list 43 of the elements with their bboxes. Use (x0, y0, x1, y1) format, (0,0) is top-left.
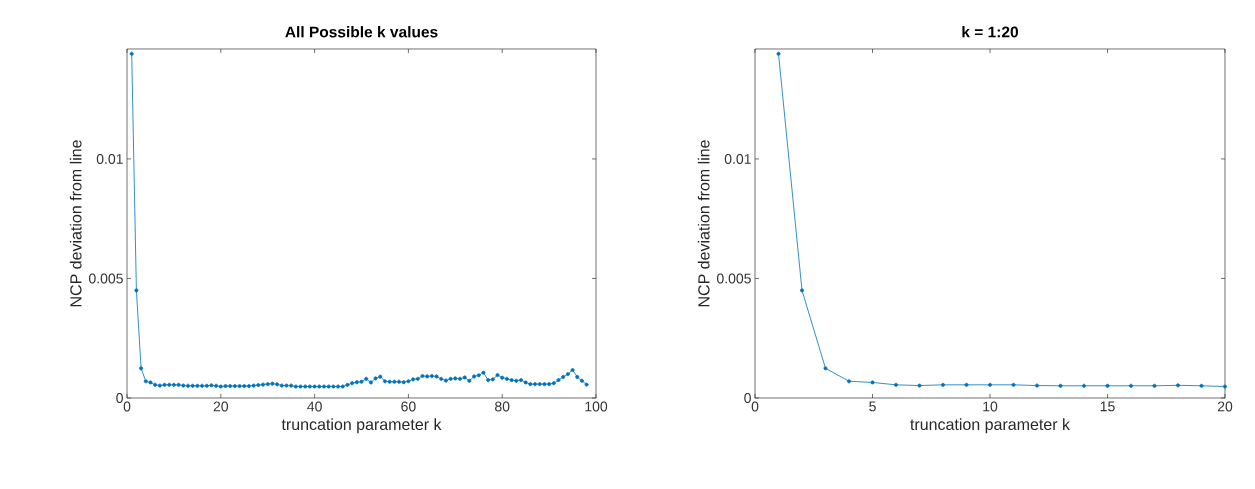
x-tick-label: 10 (983, 401, 998, 412)
y-axis-title: NCP deviation from line (69, 140, 82, 307)
point (1199, 383, 1204, 388)
x-tick-label: 5 (869, 401, 876, 412)
point (776, 51, 781, 56)
y-tick-label: 0 (744, 393, 751, 403)
point (941, 382, 945, 387)
x-tick-label: 0 (751, 401, 759, 412)
point (964, 382, 969, 387)
point (800, 288, 804, 293)
x-axis-title: truncation parameter k (281, 418, 442, 434)
y-tick-label: 0.01 (96, 153, 123, 164)
point (1129, 383, 1133, 388)
point (1035, 383, 1039, 388)
point (894, 382, 898, 387)
point (1152, 383, 1157, 388)
x-tick-label: 20 (1217, 401, 1233, 412)
x-tick-label: 80 (495, 401, 510, 412)
point (988, 382, 992, 387)
point (1082, 383, 1086, 388)
point (1223, 384, 1227, 389)
y-tick-label: 0.005 (716, 273, 751, 284)
x-tick-label: 15 (1100, 401, 1115, 412)
x-tick-label: 0 (123, 401, 131, 412)
x-axis-title: truncation parameter k (910, 418, 1071, 434)
point (917, 383, 922, 388)
x-tick-label: 40 (307, 401, 322, 412)
point (1058, 383, 1063, 388)
y-tick-label: 0.005 (89, 273, 123, 284)
y-axis-title: NCP deviation from line (697, 140, 710, 307)
x-tick-label: 100 (585, 401, 608, 412)
chart-title: All Possible k values (285, 26, 438, 38)
point (1176, 383, 1180, 388)
y-tick-label: 0.01 (724, 153, 751, 164)
point (1105, 383, 1110, 388)
x-tick-label: 20 (213, 401, 229, 412)
chart-title: k = 1:20 (962, 26, 1018, 38)
point (870, 380, 875, 385)
x-tick-label: 60 (401, 401, 416, 412)
point (823, 366, 828, 371)
point (1011, 382, 1016, 387)
y-tick-label: 0 (116, 393, 123, 403)
point (847, 379, 852, 384)
